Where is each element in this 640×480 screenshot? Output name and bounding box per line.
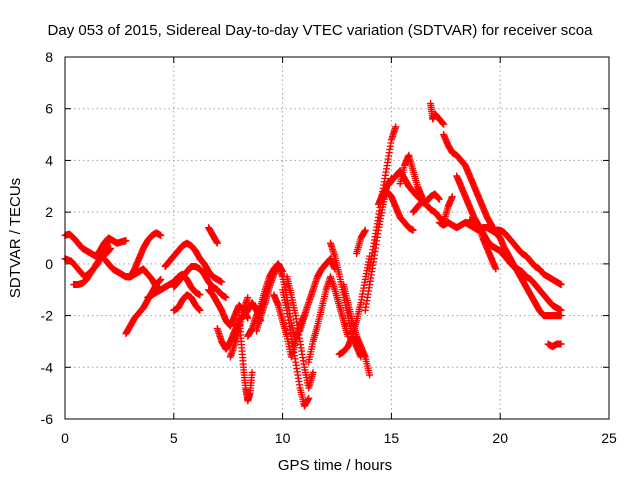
data-point — [557, 281, 565, 289]
data-point — [196, 291, 204, 299]
data-point — [248, 368, 256, 376]
series-arc39 — [501, 244, 565, 320]
series-arc7 — [144, 270, 204, 301]
data-point — [557, 312, 565, 320]
plot-frame — [64, 56, 610, 420]
series-arc9 — [170, 262, 230, 301]
data-point — [557, 340, 565, 348]
x-tick-label: 15 — [384, 430, 400, 446]
series-arc6 — [126, 229, 165, 281]
series-arc31 — [396, 151, 426, 201]
data-point — [157, 231, 165, 239]
x-tick-label: 25 — [601, 430, 617, 446]
series-arc22 — [305, 273, 352, 366]
data-point — [305, 394, 313, 402]
series-arc34 — [427, 100, 448, 128]
series-arc3 — [70, 244, 115, 289]
x-axis-label: GPS time / hours — [278, 457, 392, 474]
data-point — [244, 293, 252, 301]
y-tick-label: 0 — [45, 256, 53, 272]
y-tick-label: 2 — [45, 204, 53, 220]
series-arc14 — [226, 293, 252, 361]
y-tick-label: -6 — [41, 411, 54, 427]
data-point — [366, 371, 374, 379]
data-points — [61, 100, 565, 410]
series-arc10 — [170, 291, 204, 314]
data-point — [222, 293, 230, 301]
chart-title: Day 053 of 2015, Sidereal Day-to-day VTE… — [48, 22, 594, 39]
x-tick-label: 5 — [170, 430, 178, 446]
series-arc8 — [161, 239, 226, 286]
data-point — [157, 275, 165, 283]
data-point — [492, 265, 500, 273]
series-arc30 — [379, 187, 417, 234]
data-point — [105, 237, 113, 245]
data-point — [244, 314, 252, 322]
x-tick-label: 20 — [492, 430, 508, 446]
data-point — [392, 123, 400, 131]
y-tick-label: -2 — [41, 308, 54, 324]
y-tick-label: 6 — [45, 101, 53, 117]
axis-ticks: 0 5 10 15 20 25 -6 -4 -2 0 2 4 6 8 — [41, 49, 617, 446]
data-point — [309, 368, 317, 376]
y-tick-label: 4 — [45, 152, 53, 168]
data-point — [435, 195, 443, 203]
series-arc15 — [235, 312, 256, 405]
x-tick-label: 0 — [61, 430, 69, 446]
series-arc29 — [374, 167, 443, 208]
series-arc35 — [440, 131, 495, 229]
data-point — [218, 278, 226, 286]
data-point — [440, 120, 448, 128]
data-point — [122, 237, 130, 245]
series-arc5 — [122, 275, 165, 338]
data-point — [107, 244, 115, 252]
data-point — [361, 226, 369, 234]
y-tick-label: 8 — [45, 49, 53, 65]
series-arc12 — [205, 224, 221, 247]
series-arc38 — [483, 224, 565, 289]
data-point — [213, 239, 221, 247]
y-axis-label: SDTVAR / TECUs — [7, 178, 24, 298]
x-tick-label: 10 — [275, 430, 291, 446]
series-arc40 — [544, 340, 565, 351]
data-point — [196, 306, 204, 314]
data-point — [409, 226, 417, 234]
series-arc1 — [61, 230, 130, 260]
data-point — [448, 193, 456, 201]
series-arc20 — [283, 273, 317, 392]
series-arc26 — [353, 226, 369, 258]
series-arc19 — [279, 286, 313, 410]
y-tick-label: -4 — [41, 359, 54, 375]
